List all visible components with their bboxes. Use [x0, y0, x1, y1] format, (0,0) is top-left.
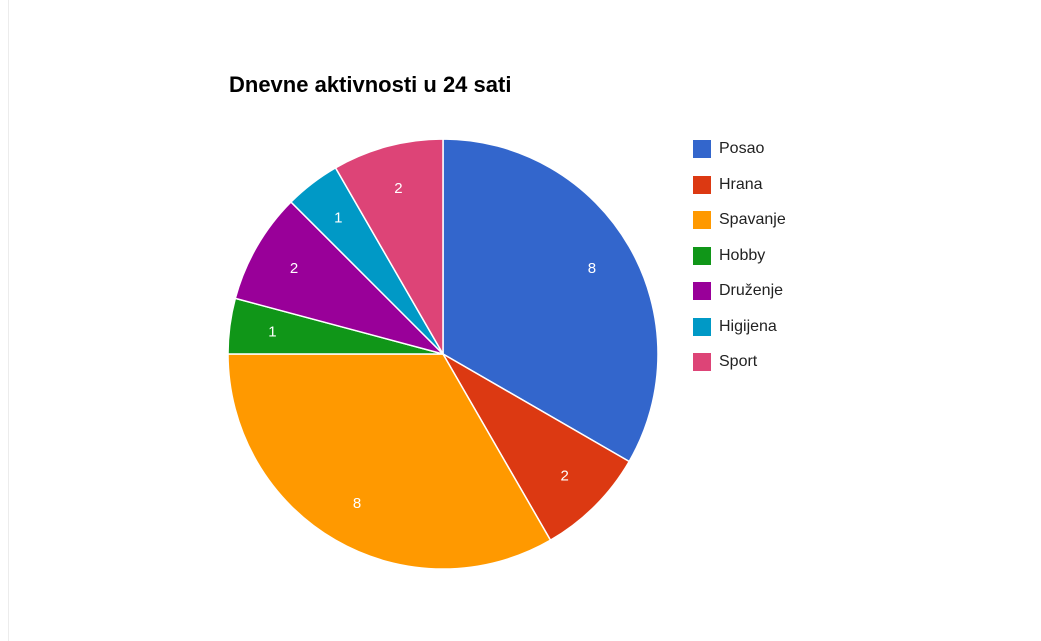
legend-swatch-sport [693, 353, 711, 371]
chart-legend: Posao Hrana Spavanje Hobby Druženje Higijena S… [693, 136, 786, 385]
slice-label-spavanje: 8 [353, 495, 361, 512]
slice-label-higijena: 1 [334, 210, 342, 227]
legend-label-spavanje: Spavanje [719, 211, 786, 228]
legend-item-posao[interactable]: Posao [693, 136, 786, 162]
pie-slice-hrana[interactable] [440, 351, 631, 542]
pie-slice-posao[interactable] [442, 138, 659, 463]
legend-swatch-spavanje [693, 211, 711, 229]
slice-label-hobby: 1 [268, 324, 276, 341]
legend-label-sport: Sport [719, 353, 758, 370]
legend-swatch-posao [693, 140, 711, 158]
legend-label-posao: Posao [719, 140, 765, 157]
page-left-border [8, 0, 9, 641]
legend-item-sport[interactable]: Sport [693, 349, 786, 375]
legend-swatch-hrana [693, 175, 711, 194]
legend-label-hrana: Hrana [719, 175, 763, 193]
slice-label-druzenje: 2 [290, 260, 298, 277]
slice-label-posao: 8 [588, 260, 596, 277]
legend-item-hobby[interactable]: Hobby [693, 243, 786, 269]
pie-slice-spavanje[interactable] [227, 353, 552, 570]
legend-label-hobby: Hobby [719, 246, 766, 264]
legend-swatch-druzenje [693, 282, 711, 300]
legend-item-higijena[interactable]: Higijena [693, 314, 786, 340]
legend-swatch-hobby [693, 246, 711, 265]
legend-item-hrana[interactable]: Hrana [693, 172, 786, 198]
legend-swatch-higijena [693, 317, 711, 336]
pie-slice-druzenje[interactable] [234, 200, 446, 356]
legend-item-druzenje[interactable]: Druženje [693, 278, 786, 304]
legend-label-druzenje: Druženje [719, 282, 784, 299]
slice-label-sport: 2 [394, 180, 402, 197]
pie-slice-sport[interactable] [334, 138, 444, 357]
legend-label-higijena: Higijena [719, 317, 777, 335]
legend-item-spavanje[interactable]: Spavanje [693, 207, 786, 233]
chart-title: Dnevne aktivnosti u 24 sati [229, 72, 512, 97]
slice-label-hrana: 2 [560, 468, 568, 485]
